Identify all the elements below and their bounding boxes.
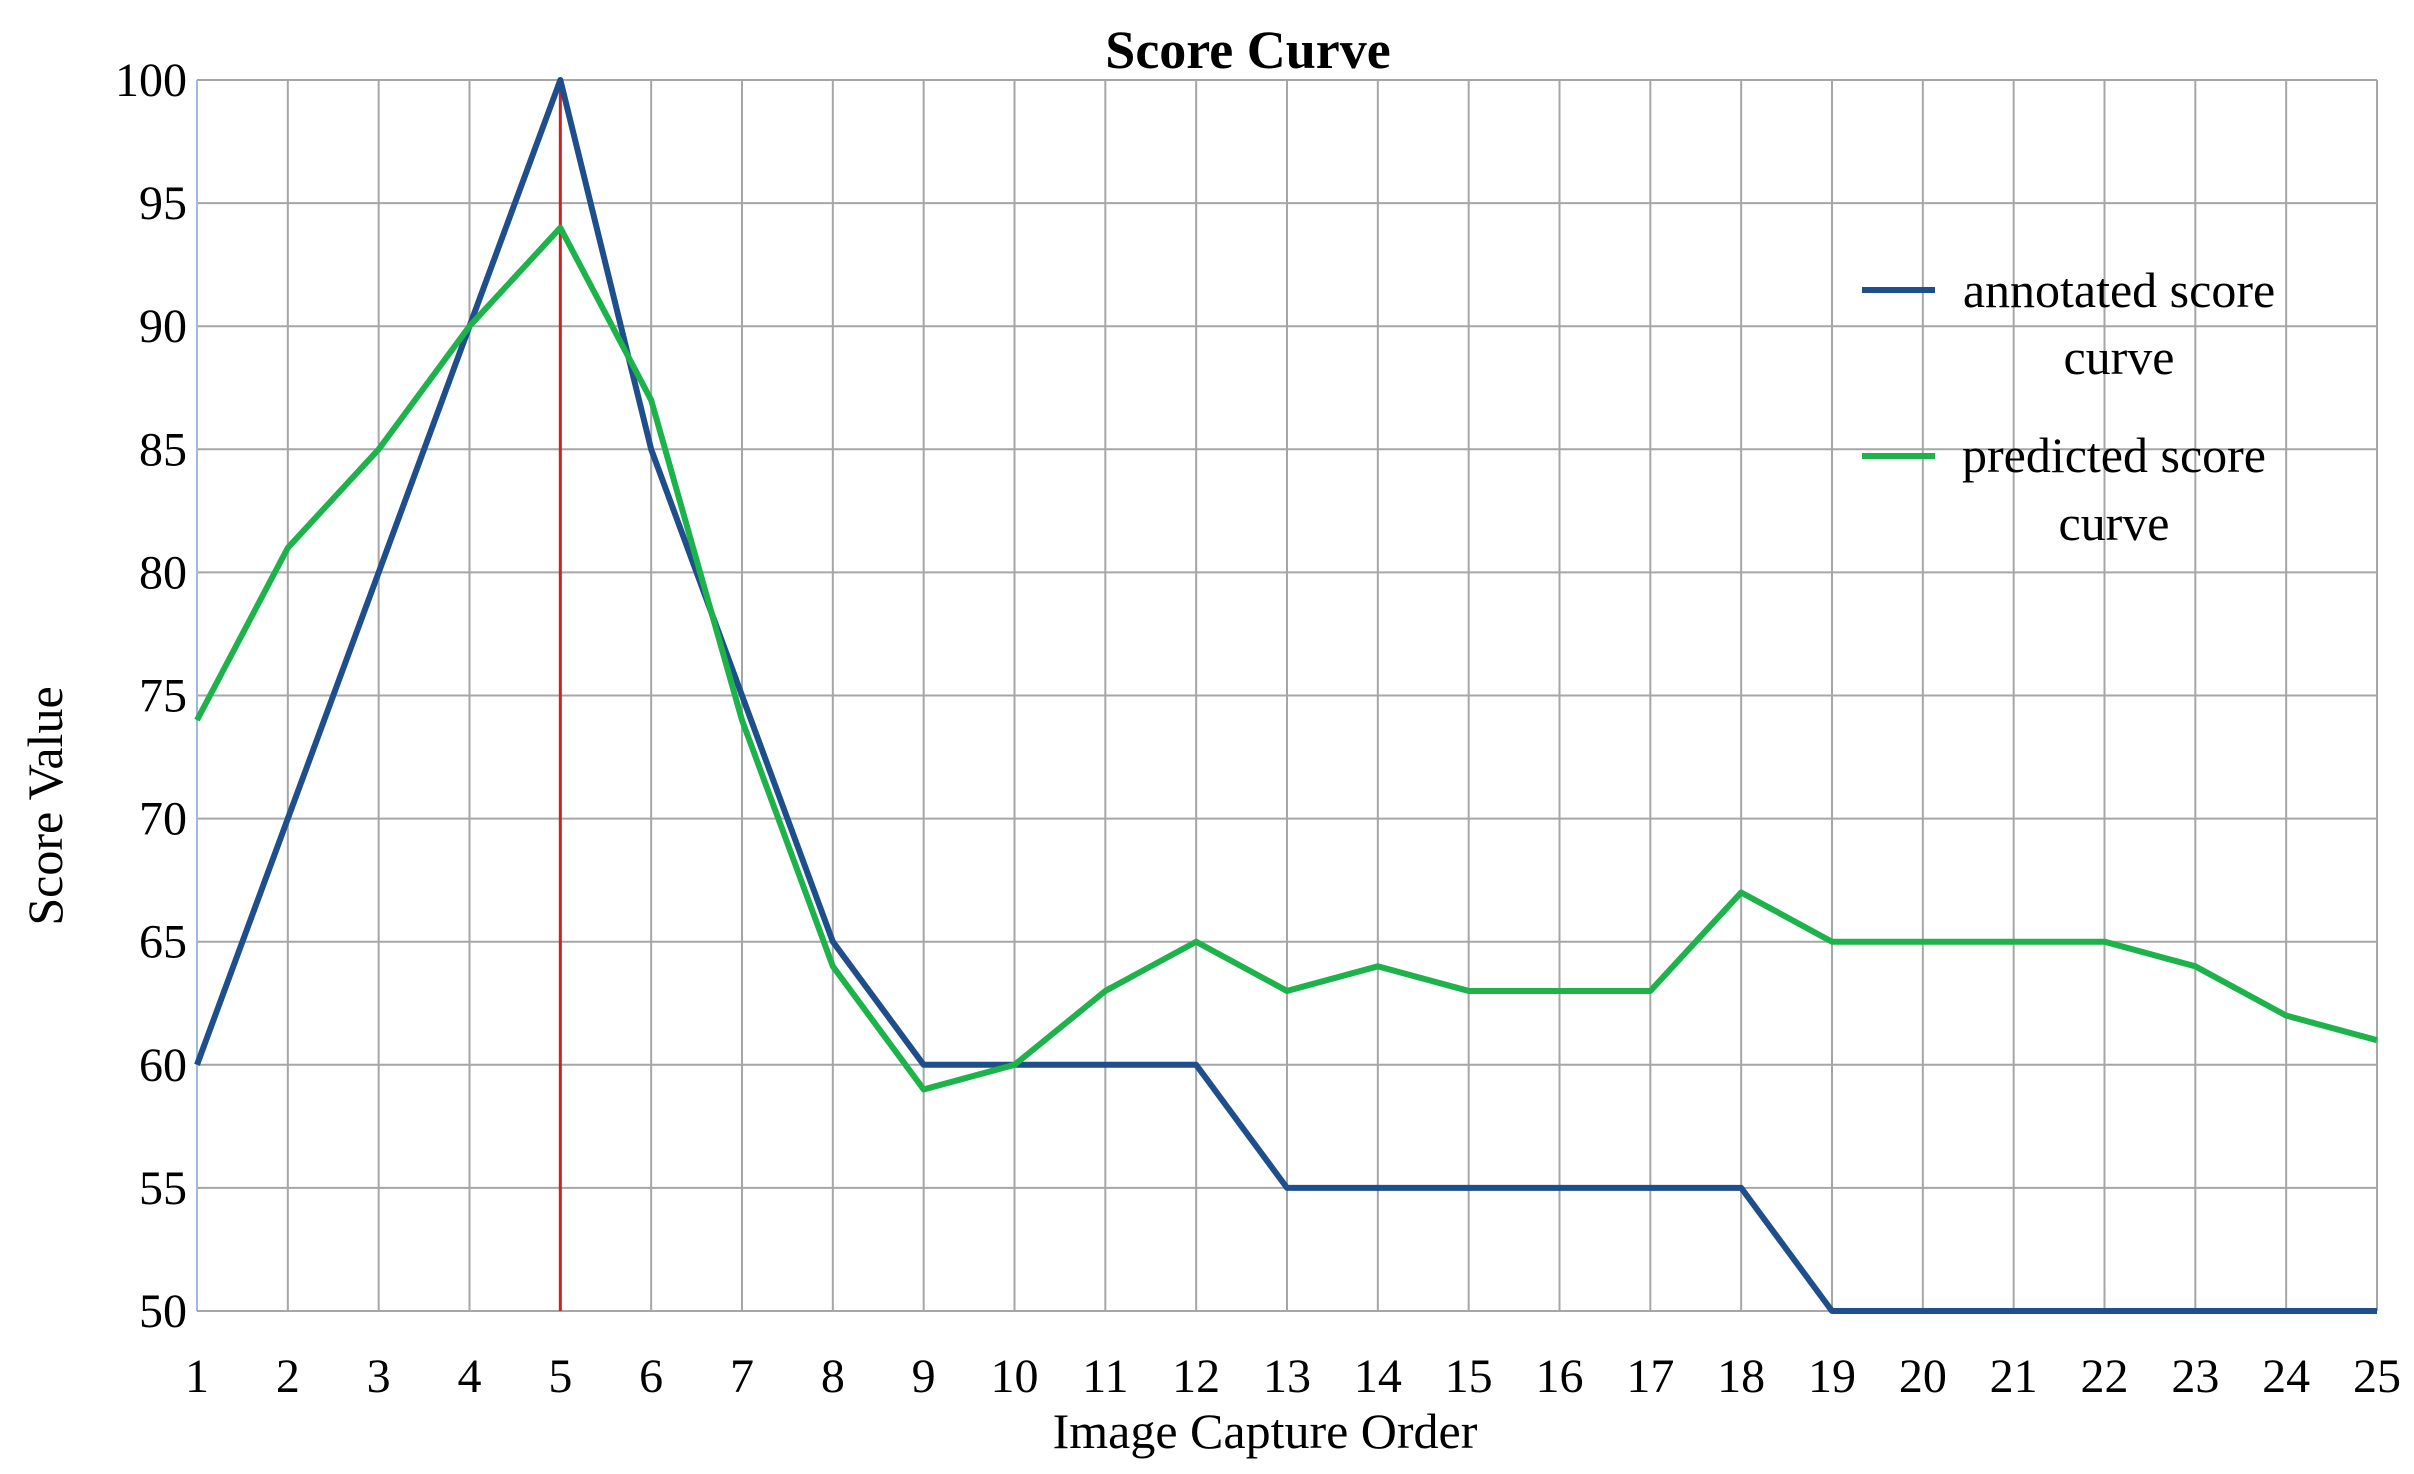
x-tick-label-21: 21 <box>1990 1350 2038 1403</box>
x-tick-label-20: 20 <box>1899 1350 1947 1403</box>
legend-label-predicted-line1: predicted score <box>1962 427 2266 483</box>
x-tick-label-5: 5 <box>548 1350 572 1403</box>
x-tick-label-3: 3 <box>367 1350 391 1403</box>
x-tick-label-24: 24 <box>2262 1350 2310 1403</box>
legend-label-predicted-line2: curve <box>2058 495 2169 551</box>
x-tick-label-17: 17 <box>1626 1350 1674 1403</box>
x-tick-label-11: 11 <box>1082 1350 1128 1403</box>
y-tick-label-90: 90 <box>139 300 187 353</box>
series-lines <box>194 77 2378 1314</box>
chart-title: Score Curve <box>1105 20 1390 80</box>
legend-item-annotated: annotated score curve <box>1862 262 2275 385</box>
y-tick-label-65: 65 <box>139 916 187 969</box>
y-tick-label-70: 70 <box>139 793 187 846</box>
y-tick-label-100: 100 <box>115 54 187 107</box>
x-tick-label-6: 6 <box>639 1350 663 1403</box>
y-tick-label-95: 95 <box>139 177 187 230</box>
series-line-annotated <box>194 77 2377 1314</box>
x-tick-label-19: 19 <box>1808 1350 1856 1403</box>
y-tick-label-75: 75 <box>139 670 187 723</box>
x-tick-label-18: 18 <box>1717 1350 1765 1403</box>
y-tick-label-80: 80 <box>139 546 187 599</box>
x-tick-label-13: 13 <box>1263 1350 1311 1403</box>
series-line-predicted <box>194 224 2378 1093</box>
x-tick-label-7: 7 <box>730 1350 754 1403</box>
x-tick-label-1: 1 <box>185 1350 209 1403</box>
x-tick-label-22: 22 <box>2081 1350 2129 1403</box>
x-tick-label-23: 23 <box>2171 1350 2219 1403</box>
x-tick-label-10: 10 <box>991 1350 1039 1403</box>
legend-item-predicted: predicted score curve <box>1862 427 2266 551</box>
x-tick-label-16: 16 <box>1536 1350 1584 1403</box>
y-tick-label-85: 85 <box>139 423 187 476</box>
y-tick-label-55: 55 <box>139 1162 187 1215</box>
x-tick-label-25: 25 <box>2353 1350 2401 1403</box>
x-axis-title: Image Capture Order <box>1053 1403 1478 1459</box>
y-tick-label-60: 60 <box>139 1039 187 1092</box>
x-tick-label-15: 15 <box>1445 1350 1493 1403</box>
legend-label-annotated-line2: curve <box>2063 329 2174 385</box>
legend: annotated score curve predicted score cu… <box>1862 262 2275 551</box>
x-tick-label-12: 12 <box>1172 1350 1220 1403</box>
x-tick-label-9: 9 <box>912 1350 936 1403</box>
y-axis-title: Score Value <box>17 686 73 925</box>
x-tick-label-14: 14 <box>1354 1350 1402 1403</box>
y-tick-label-50: 50 <box>139 1285 187 1338</box>
legend-label-annotated-line1: annotated score <box>1963 262 2275 318</box>
x-tick-label-8: 8 <box>821 1350 845 1403</box>
x-tick-label-4: 4 <box>458 1350 482 1403</box>
x-tick-label-2: 2 <box>276 1350 300 1403</box>
